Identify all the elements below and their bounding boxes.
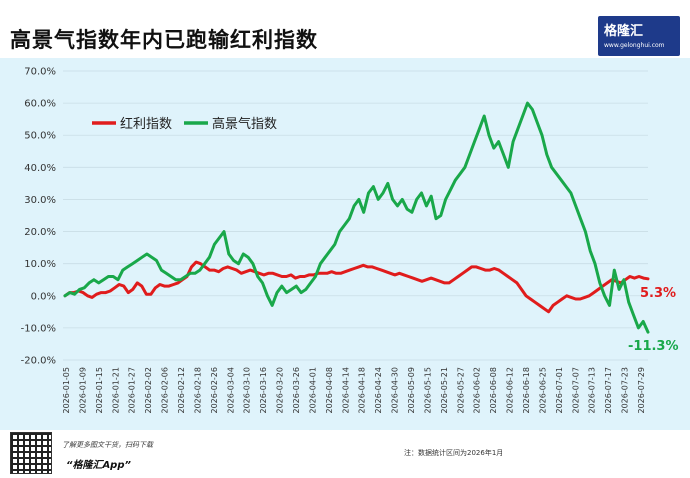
chart-title: 高景气指数年内已跑输红利指数	[10, 28, 318, 52]
y-tick-label: 40.0%	[24, 163, 56, 174]
line-chart: 70.0% 60.0% 50.0% 40.0% 30.0% 20.0% 10.0% 0.0% -…	[21, 67, 679, 414]
end-labels: 5.3% -11.3%	[628, 286, 679, 354]
x-tick-label: 2026-03-10	[243, 367, 252, 414]
qr-code	[10, 432, 52, 474]
footer-note: 了解更多图文干货，扫码下载	[62, 441, 153, 449]
x-tick-label: 2026-07-23	[621, 367, 630, 414]
x-tick-label: 2026-04-01	[308, 367, 317, 414]
x-tick-label: 2026-01-15	[95, 367, 104, 414]
x-tick-label: 2026-06-25	[538, 367, 547, 414]
y-tick-label: 0.0%	[31, 291, 56, 302]
series-lines	[63, 101, 650, 334]
y-tick-label: 20.0%	[24, 227, 56, 238]
x-tick-label: 2026-04-30	[391, 367, 400, 414]
x-tick-label: 2026-03-16	[259, 367, 268, 414]
x-tick-label: 2026-02-26	[210, 367, 219, 414]
x-tick-label: 2026-06-08	[489, 367, 498, 414]
x-tick-label: 2026-02-12	[177, 367, 186, 414]
footer-app-name: “格隆汇App”	[66, 460, 131, 471]
x-tick-label: 2026-03-26	[292, 367, 301, 414]
x-tick-label: 2026-07-17	[604, 367, 613, 414]
x-axis-ticks: 2026-01-05 2026-01-09 2026-01-15 2026-01-21…	[62, 367, 646, 414]
legend-label: 红利指数	[120, 116, 172, 132]
x-tick-label: 2026-02-02	[144, 367, 153, 414]
legend-label: 高景气指数	[212, 116, 277, 132]
series-line	[63, 260, 650, 314]
y-tick-label: -20.0%	[21, 356, 56, 367]
y-tick-label: 10.0%	[24, 259, 56, 270]
x-tick-label: 2026-03-20	[276, 367, 285, 414]
x-tick-label: 2026-04-14	[341, 367, 350, 414]
x-tick-label: 2026-07-29	[637, 367, 646, 414]
y-tick-label: 30.0%	[24, 195, 56, 206]
legend: 红利指数 高景气指数	[92, 116, 277, 132]
y-tick-label: -10.0%	[21, 323, 56, 334]
series-end-label: 5.3%	[640, 286, 676, 301]
series-line	[63, 101, 650, 334]
x-tick-label: 2026-07-13	[588, 367, 597, 414]
x-tick-label: 2026-04-24	[374, 367, 383, 414]
y-grid	[63, 70, 648, 361]
logo-text: 格隆汇	[604, 24, 644, 39]
x-tick-label: 2026-07-01	[555, 367, 564, 414]
x-tick-label: 2026-07-07	[571, 367, 580, 414]
y-axis-ticks: 70.0% 60.0% 50.0% 40.0% 30.0% 20.0% 10.0% 0.0% -…	[21, 67, 56, 367]
x-tick-label: 2026-01-27	[128, 367, 137, 414]
x-tick-label: 2026-01-05	[62, 367, 71, 414]
y-tick-label: 50.0%	[24, 131, 56, 142]
y-tick-label: 60.0%	[24, 99, 56, 110]
plot-background	[0, 58, 690, 430]
x-tick-label: 2026-05-21	[440, 367, 449, 414]
x-tick-label: 2026-04-08	[325, 367, 334, 414]
x-tick-label: 2026-06-18	[522, 367, 531, 414]
x-tick-label: 2026-01-09	[78, 367, 87, 414]
x-tick-label: 2026-03-04	[226, 367, 235, 414]
brand-logo: 格隆汇 www.gelonghui.com	[598, 16, 680, 56]
x-tick-label: 2026-02-06	[161, 367, 170, 414]
x-tick-label: 2026-05-27	[456, 367, 465, 414]
x-tick-label: 2026-02-18	[193, 367, 202, 414]
logo-url: www.gelonghui.com	[604, 42, 665, 49]
x-tick-label: 2026-06-12	[506, 367, 515, 414]
x-tick-label: 2026-05-15	[423, 367, 432, 414]
x-tick-label: 2026-06-02	[473, 367, 482, 414]
x-tick-label: 2026-01-21	[111, 367, 120, 414]
x-tick-label: 2026-05-09	[407, 367, 416, 414]
x-tick-label: 2026-04-18	[358, 367, 367, 414]
footer-source: 注：数据统计区间为2026年1月	[404, 449, 504, 457]
y-tick-label: 70.0%	[24, 67, 56, 78]
series-end-label: -11.3%	[628, 339, 679, 354]
